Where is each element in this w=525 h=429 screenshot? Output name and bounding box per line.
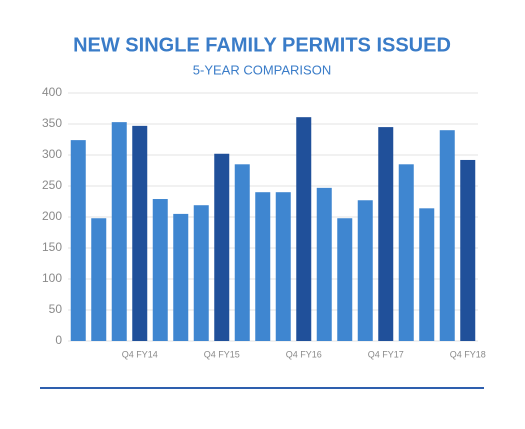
y-tick-label: 350: [42, 116, 62, 130]
x-tick-label: Q4 FY18: [450, 349, 486, 359]
chart-subtitle: 5-YEAR COMPARISON: [193, 62, 331, 77]
bar: [255, 192, 271, 341]
bar: [152, 199, 168, 341]
y-tick-label: 50: [49, 302, 63, 316]
y-tick-label: 100: [42, 271, 62, 285]
bar: [460, 159, 476, 341]
bar: [398, 164, 414, 341]
y-tick-label: 200: [42, 209, 62, 223]
bar: [193, 205, 209, 341]
bar: [337, 218, 353, 341]
y-tick-label: 150: [42, 240, 62, 254]
bar: [70, 140, 86, 341]
bar: [173, 213, 189, 341]
bar: [275, 192, 291, 341]
bar: [132, 125, 148, 341]
y-tick-label: 0: [55, 333, 62, 347]
y-tick-label: 300: [42, 147, 62, 161]
x-tick-label: Q4 FY16: [286, 349, 322, 359]
y-tick-label: 250: [42, 178, 62, 192]
bar: [234, 164, 250, 341]
bar: [316, 187, 332, 341]
bar: [419, 208, 435, 341]
bar: [378, 127, 394, 341]
x-tick-label: Q4 FY17: [368, 349, 404, 359]
bar: [439, 130, 455, 341]
bar: [357, 200, 373, 341]
bar: [214, 153, 230, 341]
x-tick-label: Q4 FY15: [204, 349, 240, 359]
bar: [296, 117, 312, 342]
chart-title: NEW SINGLE FAMILY PERMITS ISSUED: [73, 34, 451, 56]
bar: [91, 218, 107, 341]
x-tick-label: Q4 FY14: [122, 349, 158, 359]
y-tick-label: 400: [42, 85, 62, 99]
bar: [111, 122, 127, 341]
